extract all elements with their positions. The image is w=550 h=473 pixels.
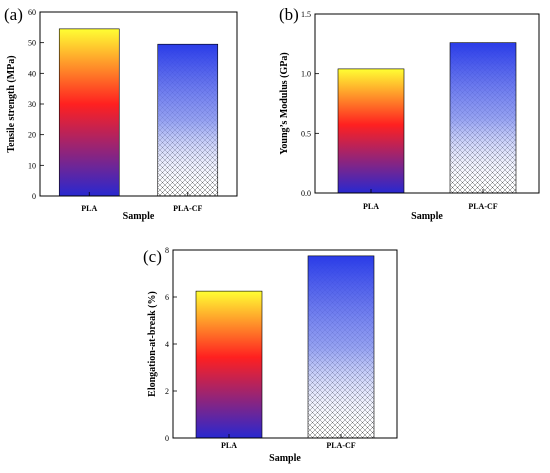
y-tick-label: 0.0 <box>301 189 311 198</box>
y-tick-label: 60 <box>28 8 36 17</box>
bar-fill <box>157 44 218 197</box>
chart-panel-1: (a) PLA PLA-CF 0 10 20 30 40 50 60 Sample Tensile s… <box>4 5 238 222</box>
x-tick-label: PLA-CF <box>468 202 497 211</box>
panel-label: (a) <box>4 5 23 24</box>
x-axis-title: Sample <box>123 211 155 222</box>
panel-label: (b) <box>279 5 299 24</box>
y-tick-label: 0 <box>32 192 36 201</box>
bar-pla <box>58 28 120 197</box>
panel-label: (c) <box>143 247 162 266</box>
bar-fill <box>450 42 516 193</box>
y-tick-label: 10 <box>28 161 36 170</box>
bar-pla <box>195 290 263 439</box>
y-tick-label: 6 <box>165 293 169 302</box>
y-tick-label: 4 <box>165 340 169 349</box>
y-axis-title: Young’s Modulus (GPa) <box>279 52 290 154</box>
x-tick-label: PLA <box>221 441 237 450</box>
y-tick-label: 30 <box>28 100 36 109</box>
y-axis-title: Tensile strength (MPa) <box>6 55 17 152</box>
y-tick-label: 0 <box>165 434 169 443</box>
y-tick-label: 0.5 <box>301 129 311 138</box>
x-tick-label: PLA-CF <box>326 441 355 450</box>
y-tick-label: 50 <box>28 39 36 48</box>
chart-panel-3: (c) PLA PLA-CF 0 2 4 6 8 Sample Elongation-at-bre… <box>143 246 398 464</box>
y-tick-label: 40 <box>28 69 36 78</box>
x-axis-title: Sample <box>411 211 443 222</box>
bar-pla-cf <box>307 255 375 439</box>
y-tick-label: 1.5 <box>301 10 311 19</box>
bar-pla-cf <box>449 42 517 194</box>
bar-pla-cf <box>157 43 219 197</box>
x-tick-label: PLA <box>363 202 379 211</box>
x-axis-title: Sample <box>269 453 301 464</box>
chart-panel-2: (b) PLA PLA-CF 0.0 0.5 1.0 1.5 Sample Young’s Mo… <box>279 5 540 222</box>
y-tick-label: 1.0 <box>301 70 311 79</box>
bar-fill <box>308 255 374 438</box>
y-tick-label: 2 <box>165 387 169 396</box>
bar-pla <box>337 68 405 194</box>
x-tick-label: PLA-CF <box>173 204 202 213</box>
x-tick-label: PLA <box>81 204 97 213</box>
y-tick-label: 20 <box>28 131 36 140</box>
plot-frame <box>314 13 540 194</box>
y-tick-label: 8 <box>165 246 169 255</box>
y-axis-title: Elongation-at-break (%) <box>147 291 158 397</box>
